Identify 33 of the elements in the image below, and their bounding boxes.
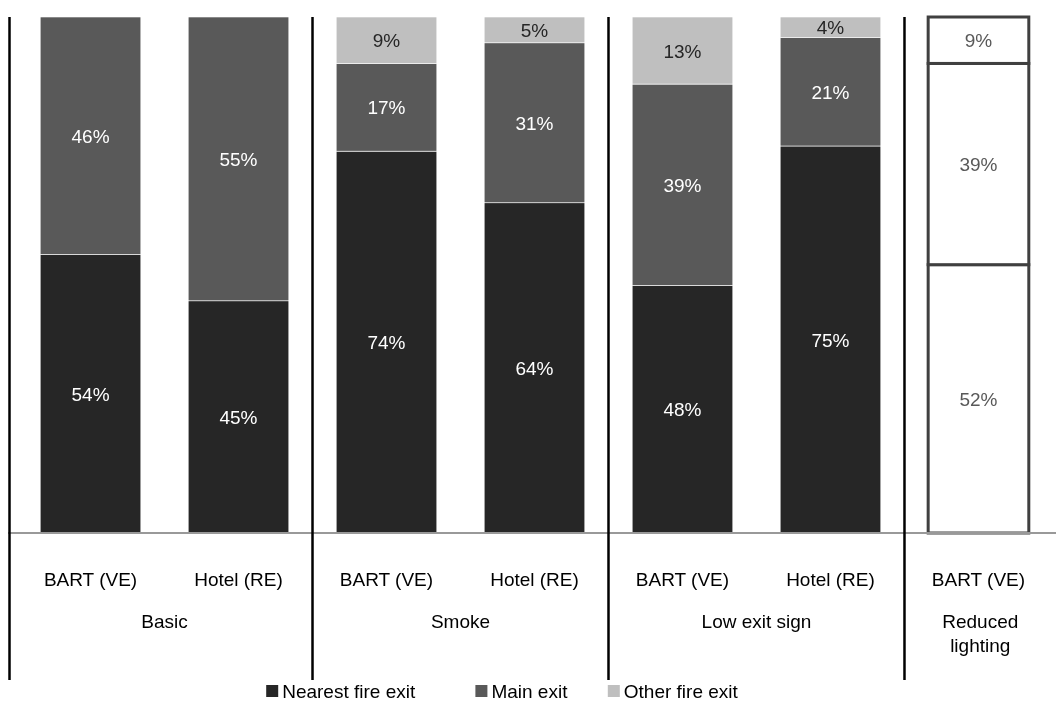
x-tick-label: BART (VE)	[635, 569, 730, 590]
x-tick-label: BART (VE)	[339, 569, 434, 590]
text: Low exit sign	[701, 611, 812, 632]
text: Basic	[141, 611, 188, 632]
data-label: 48%	[663, 399, 702, 421]
data-label: 31%	[515, 112, 554, 134]
x-tick-label: BART (VE)	[43, 569, 138, 590]
data-label: 55%	[219, 148, 258, 170]
x-tick-label: Hotel (RE)	[194, 569, 283, 590]
x-tick-label: Hotel (RE)	[490, 569, 579, 590]
data-label: 5%	[520, 19, 549, 41]
legend-label: Nearest fire exit	[282, 681, 416, 702]
text: Smoke	[430, 611, 491, 632]
data-label: 39%	[959, 154, 998, 176]
data-label: 4%	[816, 17, 845, 39]
legend-label: Main exit	[491, 681, 569, 702]
data-label: 21%	[811, 81, 850, 103]
data-label: 9%	[372, 30, 401, 52]
text: Reduced lighting	[942, 611, 1019, 656]
data-label: 17%	[367, 97, 406, 119]
x-tick-label: Hotel (RE)	[786, 569, 875, 590]
data-label: 9%	[964, 30, 993, 52]
data-label: 46%	[71, 125, 110, 147]
data-label: 54%	[71, 383, 110, 405]
legend-label: Other fire exit	[623, 681, 739, 702]
data-label: 64%	[515, 357, 554, 379]
data-label: 13%	[663, 40, 702, 62]
data-label: 39%	[663, 174, 702, 196]
data-label: 74%	[367, 332, 406, 354]
x-tick-label: BART (VE)	[931, 569, 1026, 590]
data-label: 52%	[959, 388, 998, 410]
data-label: 45%	[219, 406, 258, 428]
data-label: 75%	[811, 329, 850, 351]
